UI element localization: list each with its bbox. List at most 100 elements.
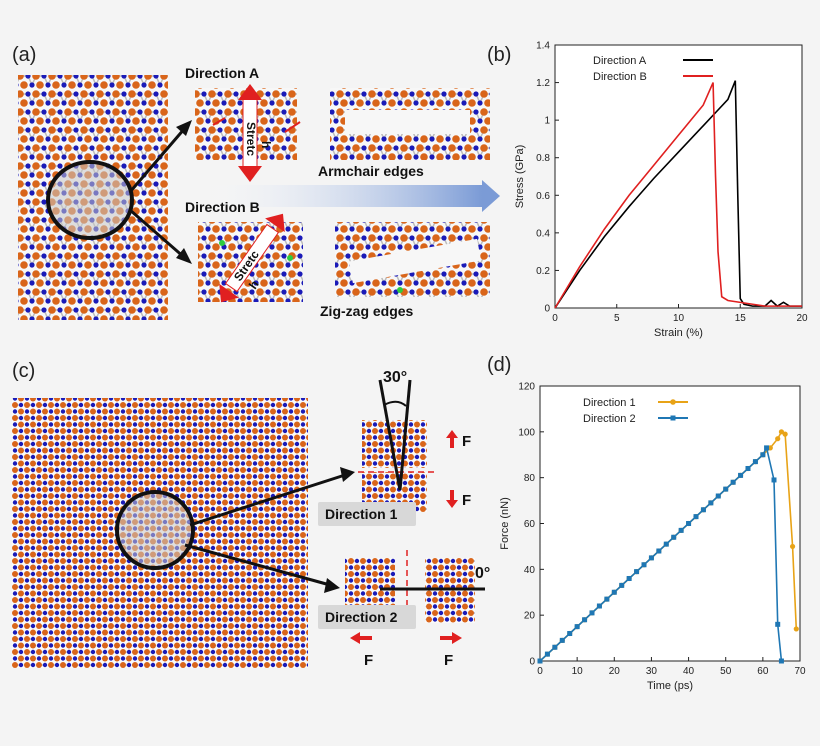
label-zigzag: Zig-zag edges	[320, 303, 414, 319]
force-label-right: F	[444, 652, 453, 669]
data-point	[708, 500, 714, 506]
data-point	[552, 644, 558, 650]
y-tick-label: 0	[544, 304, 550, 315]
panel-c-label: (c)	[12, 360, 36, 382]
data-point	[574, 624, 580, 630]
data-point	[663, 541, 669, 547]
data-point	[715, 493, 721, 499]
data-point	[559, 637, 565, 643]
data-point	[611, 589, 617, 595]
label-direction-a: Direction A	[185, 65, 259, 81]
force-label-left: F	[364, 652, 373, 669]
zoom-circle-a	[46, 160, 134, 240]
x-axis-label: Strain (%)	[654, 327, 703, 339]
y-tick-label: 80	[524, 473, 536, 484]
x-axis-label: Time (ps)	[647, 680, 693, 692]
data-point	[782, 431, 788, 437]
data-point	[700, 507, 706, 513]
data-point	[793, 626, 799, 632]
x-tick-label: 10	[572, 666, 584, 677]
data-point	[775, 621, 781, 627]
y-axis-label: Force (nN)	[499, 497, 511, 550]
stretch-label-a-h: h	[259, 141, 273, 148]
series-line-2	[554, 82, 802, 309]
x-tick-label: 10	[673, 313, 685, 324]
x-tick-label: 5	[614, 313, 620, 324]
force-label-up: F	[462, 433, 471, 450]
data-point	[626, 576, 632, 581]
x-tick-label: 30	[646, 666, 658, 677]
data-point	[738, 472, 744, 478]
y-tick-label: 1	[544, 116, 550, 127]
angle-30-label: 30°	[383, 369, 407, 386]
data-point	[745, 466, 751, 471]
data-point	[752, 459, 758, 465]
y-tick-label: 100	[518, 427, 535, 438]
x-tick-label: 50	[720, 666, 732, 677]
x-tick-label: 20	[609, 666, 621, 677]
y-tick-label: 0.2	[536, 266, 550, 277]
x-tick-label: 0	[552, 313, 558, 324]
zoom-circle-c	[115, 490, 195, 570]
progress-arrow	[192, 185, 482, 207]
data-point	[778, 429, 785, 435]
panel-a-label: (a)	[12, 44, 37, 66]
x-tick-label: 70	[794, 666, 806, 677]
data-point	[604, 596, 610, 602]
x-tick-label: 60	[757, 666, 769, 677]
y-tick-label: 1.2	[536, 78, 550, 89]
data-point	[582, 617, 588, 623]
data-point	[789, 543, 796, 550]
data-point	[641, 562, 647, 568]
data-point	[760, 452, 766, 458]
angle-0-label: 0°	[475, 565, 490, 582]
data-point	[693, 514, 699, 520]
plot-area	[539, 385, 801, 662]
y-tick-label: 0.6	[536, 191, 550, 202]
data-point	[723, 486, 729, 492]
data-point	[567, 631, 573, 636]
chart-d: 0 10 20 30 40 50 60 70 0 20 40 60 80 100 120 Time (ps) F…	[499, 382, 806, 693]
y-tick-label: 120	[518, 382, 535, 393]
data-point	[544, 651, 550, 657]
legend-marker-1	[670, 399, 676, 405]
y-tick-label: 20	[524, 611, 536, 622]
plot-area	[554, 44, 803, 309]
y-tick-label: 0.8	[536, 153, 550, 164]
data-point	[671, 534, 677, 540]
label-direction-b: Direction B	[185, 199, 260, 215]
x-tick-label: 15	[735, 313, 747, 324]
y-tick-label: 40	[524, 565, 536, 576]
data-point	[656, 548, 662, 554]
panel-d-label: (d)	[487, 354, 512, 376]
y-tick-label: 0	[529, 657, 535, 668]
data-point	[619, 582, 625, 588]
y-tick-label: 60	[524, 519, 536, 530]
legend-label-1: Direction A	[593, 55, 647, 67]
force-label-down: F	[462, 492, 471, 509]
data-point	[589, 610, 595, 616]
legend-label-1: Direction 1	[583, 397, 636, 409]
panel-a-figure: Direction A Direction B Armchair edges Z…	[18, 65, 500, 320]
data-point	[778, 658, 784, 664]
panel-b-label: (b)	[487, 44, 512, 66]
x-tick-label: 0	[537, 666, 543, 677]
stretch-label-a: Stretc	[244, 122, 258, 156]
y-tick-label: 0.4	[536, 228, 550, 239]
data-point	[648, 555, 654, 561]
legend-label-2: Direction B	[593, 71, 647, 83]
data-point	[686, 521, 692, 526]
chart-b: 0 5 10 15 20 0 0.2 0.4 0.6 0.8 1 1.2 1.4 Strain (%) St…	[514, 41, 808, 340]
data-point	[730, 479, 736, 485]
data-point	[775, 436, 781, 442]
y-axis-label: Stress (GPa)	[514, 145, 526, 209]
label-direction-2: Direction 2	[325, 609, 398, 625]
data-point	[678, 527, 684, 533]
series-line-1	[554, 80, 802, 309]
legend-marker-2	[670, 415, 676, 421]
label-armchair: Armchair edges	[318, 163, 424, 179]
x-tick-label: 40	[683, 666, 695, 677]
data-point	[771, 477, 777, 483]
label-direction-1: Direction 1	[325, 506, 398, 522]
y-tick-label: 1.4	[536, 41, 550, 52]
